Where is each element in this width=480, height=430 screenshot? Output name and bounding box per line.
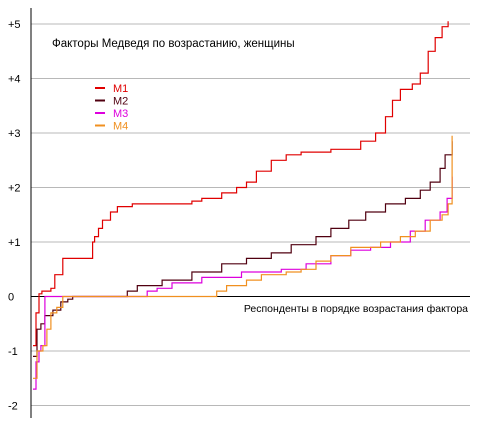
legend-label: M3 [113, 108, 128, 120]
series-line-m2 [33, 141, 453, 357]
y-tick-label: +5 [8, 19, 21, 31]
y-tick-labels: -2 -1 0 +1 +2 +3 +4 +5 [8, 19, 21, 413]
y-tick-label: -2 [8, 401, 18, 413]
y-tick-label: -1 [8, 346, 18, 358]
y-tick-label: +3 [8, 128, 21, 140]
gridlines [31, 23, 470, 406]
axes [30, 8, 470, 418]
legend-label: M2 [113, 96, 128, 108]
chart-title: Факторы Медведя по возрастанию, женщины [52, 38, 295, 50]
series-line-m4 [33, 135, 453, 379]
series-line-m1 [33, 21, 449, 347]
x-axis-label: Респонденты в порядке возрастания фактор… [244, 303, 468, 315]
legend-label: M4 [113, 121, 128, 133]
legend-label: M1 [113, 83, 128, 95]
y-tick-label: +2 [8, 183, 21, 195]
series-line-m3 [33, 176, 453, 390]
y-tick-label: +1 [8, 237, 21, 249]
y-tick-label: +4 [8, 74, 21, 86]
series-lines [33, 21, 453, 390]
y-tick-label: 0 [8, 292, 14, 304]
